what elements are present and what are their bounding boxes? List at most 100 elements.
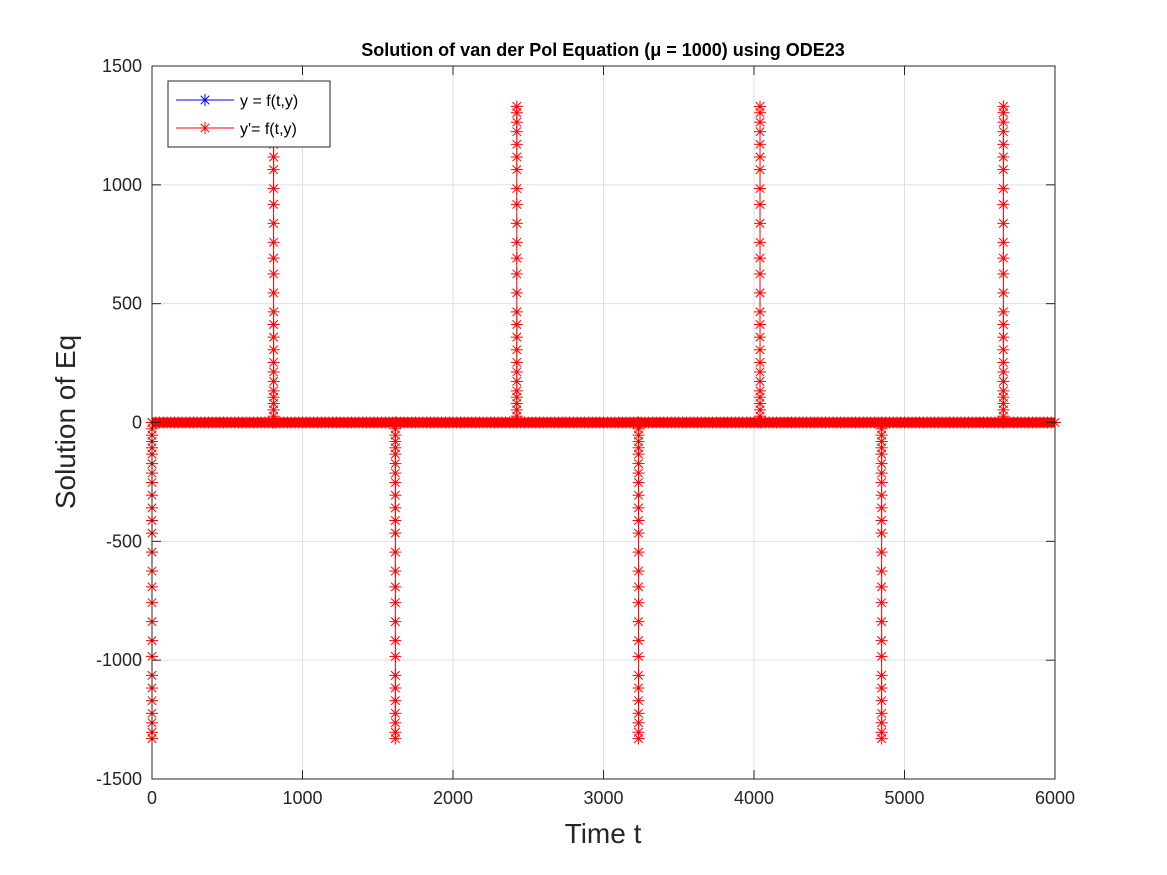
series-1-spike-7-marker	[997, 198, 1010, 211]
series-1-spike-5-marker	[754, 100, 767, 113]
x-tick-label-3: 3000	[583, 788, 623, 808]
x-tick-label-5: 5000	[884, 788, 924, 808]
series-1-spike-7-marker	[997, 356, 1010, 369]
series-1-spike-3-marker	[510, 150, 523, 163]
series-1-spike-1-marker	[267, 267, 280, 280]
series-1-spike-3-marker	[510, 318, 523, 331]
series-1-spike-4-marker	[632, 527, 645, 540]
series-1-spike-7-marker	[997, 138, 1010, 151]
series-1-spike-5	[754, 100, 767, 429]
series-1-spike-5-marker	[754, 375, 767, 388]
series-1	[146, 100, 1061, 745]
series-1-spike-4-marker	[632, 565, 645, 578]
series-1-spike-3-marker	[510, 252, 523, 265]
series-1-spike-5-marker	[754, 343, 767, 356]
series-1-spike-3-marker	[510, 305, 523, 318]
series-1-spike-1-marker	[267, 182, 280, 195]
series-1-spike-7-marker	[997, 286, 1010, 299]
x-tick-label-1: 1000	[282, 788, 322, 808]
series-1-spike-4-marker	[632, 457, 645, 470]
series-1-spike-2-marker	[389, 650, 402, 663]
series-1-spike-3	[510, 100, 523, 429]
series-1-spike-3-marker	[510, 331, 523, 344]
series-1-spike-4-marker	[632, 682, 645, 695]
series-1-spike-6-marker	[875, 476, 888, 489]
series-1-spike-5-marker	[754, 267, 767, 280]
chart-title: Solution of van der Pol Equation (μ = 10…	[361, 40, 845, 60]
series-1-spike-6-marker	[875, 501, 888, 514]
series-1-spike-5-marker	[754, 252, 767, 265]
series-1-spike-5-marker	[754, 331, 767, 344]
x-tick-label-6: 6000	[1035, 788, 1075, 808]
series-1-spike-1-marker	[267, 150, 280, 163]
series-1-spike-6-marker	[875, 467, 888, 480]
series-1-spike-3-marker	[510, 198, 523, 211]
series-1-spike-2-marker	[389, 596, 402, 609]
series-1-spike-5-marker	[754, 286, 767, 299]
legend-marker-series-1	[199, 122, 211, 134]
series-1-spike-5-marker	[754, 236, 767, 249]
y-tick-label-0: -1500	[96, 769, 142, 789]
series-1-spike-2	[389, 416, 402, 745]
series-1-spike-2-marker	[389, 501, 402, 514]
series-1-spike-3-marker	[510, 286, 523, 299]
series-1-spike-2-marker	[389, 634, 402, 647]
series-1-spike-6-marker	[875, 565, 888, 578]
series-1-spike-6-marker	[875, 615, 888, 628]
y-axis-label: Solution of Eq	[50, 335, 81, 509]
series-1-spike-6-marker	[875, 682, 888, 695]
series-1-spike-6-marker	[875, 596, 888, 609]
series-1-spike-4-marker	[632, 476, 645, 489]
series-1-spike-4	[632, 416, 645, 745]
series-1-spike-7-marker	[997, 217, 1010, 230]
series-1-spike-3-marker	[510, 236, 523, 249]
series-1-spike-5-marker	[754, 138, 767, 151]
series-1-spike-4-marker	[632, 514, 645, 527]
series-1-spike-6-marker	[875, 669, 888, 682]
legend-label-series-1: y'= f(t,y)	[240, 121, 297, 138]
ticks: 0 1000 2000 3000 4000 5000 6000 -1500 -1000 -500 0…	[96, 56, 1075, 808]
series-1-spike-6-marker	[875, 448, 888, 461]
series-1-spike-7-marker	[997, 125, 1010, 138]
series-1-spike-6-marker	[875, 514, 888, 527]
series-1-spike-1-marker	[267, 318, 280, 331]
series-1-spike-7-marker	[997, 236, 1010, 249]
series-1-spike-1-marker	[267, 356, 280, 369]
series-1-spike-2-marker	[389, 694, 402, 707]
series-1-spike-7-marker	[997, 318, 1010, 331]
series-1-spike-7-marker	[997, 375, 1010, 388]
x-tick-label-0: 0	[147, 788, 157, 808]
series-1-spike-7-marker	[997, 100, 1010, 113]
series-1-spike-2-marker	[389, 615, 402, 628]
series-1-spike-7-marker	[997, 267, 1010, 280]
series-1-spike-3-marker	[510, 365, 523, 378]
series-1-spike-2-marker	[389, 448, 402, 461]
series-1-spike-5-marker	[754, 125, 767, 138]
series-1-spike-3-marker	[510, 100, 523, 113]
series-1-spike-6-marker	[875, 489, 888, 502]
series-1-spike-6-marker	[875, 546, 888, 559]
series-1-spike-4-marker	[632, 707, 645, 720]
x-axis-label: Time t	[565, 818, 642, 849]
series-1-spike-6-marker	[875, 694, 888, 707]
legend-marker-series-0	[199, 94, 211, 106]
series-1-spike-5-marker	[754, 217, 767, 230]
series-1-spike-4-marker	[632, 694, 645, 707]
series-1-spike-4-marker	[632, 546, 645, 559]
series-1-spike-2-marker	[389, 476, 402, 489]
series-1-spike-5-marker	[754, 305, 767, 318]
series-1-spike-4-marker	[632, 669, 645, 682]
series-1-spike-5-marker	[754, 384, 767, 397]
series-1-spike-4-marker	[632, 580, 645, 593]
series-1-spike-6-marker	[875, 732, 888, 745]
series-layer	[146, 100, 1061, 745]
series-1-spike-3-marker	[510, 267, 523, 280]
legend-marker-series-1-star	[199, 122, 211, 134]
series-1-spike-6-marker	[875, 527, 888, 540]
series-1-spike-2-marker	[389, 514, 402, 527]
series-1-spike-1-marker	[267, 343, 280, 356]
series-1-spike-7-marker	[997, 365, 1010, 378]
series-1-spike-4-marker	[632, 732, 645, 745]
series-1-spike-1-marker	[267, 163, 280, 176]
series-1-spike-3-marker	[510, 182, 523, 195]
